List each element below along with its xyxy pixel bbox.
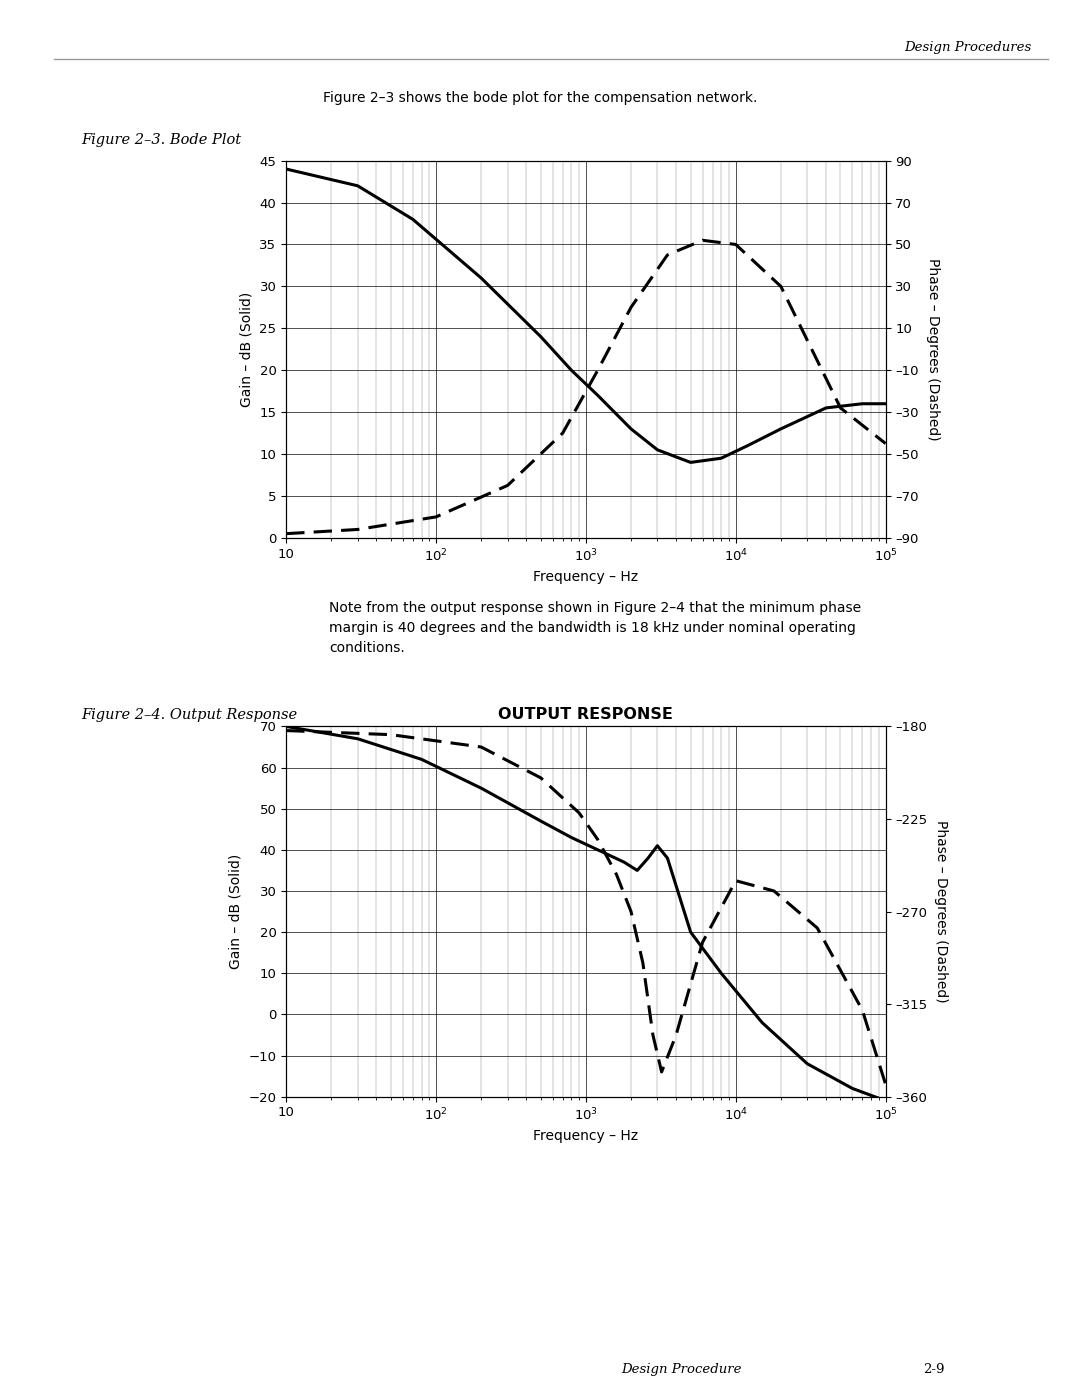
Text: Design Procedures: Design Procedures [904,41,1031,54]
Y-axis label: Gain – dB (Solid): Gain – dB (Solid) [240,292,254,407]
Text: Design Procedure: Design Procedure [621,1362,742,1376]
Text: Figure 2–3. Bode Plot: Figure 2–3. Bode Plot [81,133,241,147]
Text: 2-9: 2-9 [923,1362,945,1376]
X-axis label: Frequency – Hz: Frequency – Hz [534,570,638,584]
Title: OUTPUT RESPONSE: OUTPUT RESPONSE [499,707,673,722]
Y-axis label: Gain – dB (Solid): Gain – dB (Solid) [229,854,243,970]
Y-axis label: Phase – Degrees (Dashed): Phase – Degrees (Dashed) [934,820,948,1003]
Text: Figure 2–3 shows the bode plot for the compensation network.: Figure 2–3 shows the bode plot for the c… [323,91,757,105]
Text: Note from the output response shown in Figure 2–4 that the minimum phase
margin : Note from the output response shown in F… [329,601,862,655]
X-axis label: Frequency – Hz: Frequency – Hz [534,1129,638,1143]
Y-axis label: Phase – Degrees (Dashed): Phase – Degrees (Dashed) [926,258,940,440]
Text: Figure 2–4. Output Response: Figure 2–4. Output Response [81,708,297,722]
